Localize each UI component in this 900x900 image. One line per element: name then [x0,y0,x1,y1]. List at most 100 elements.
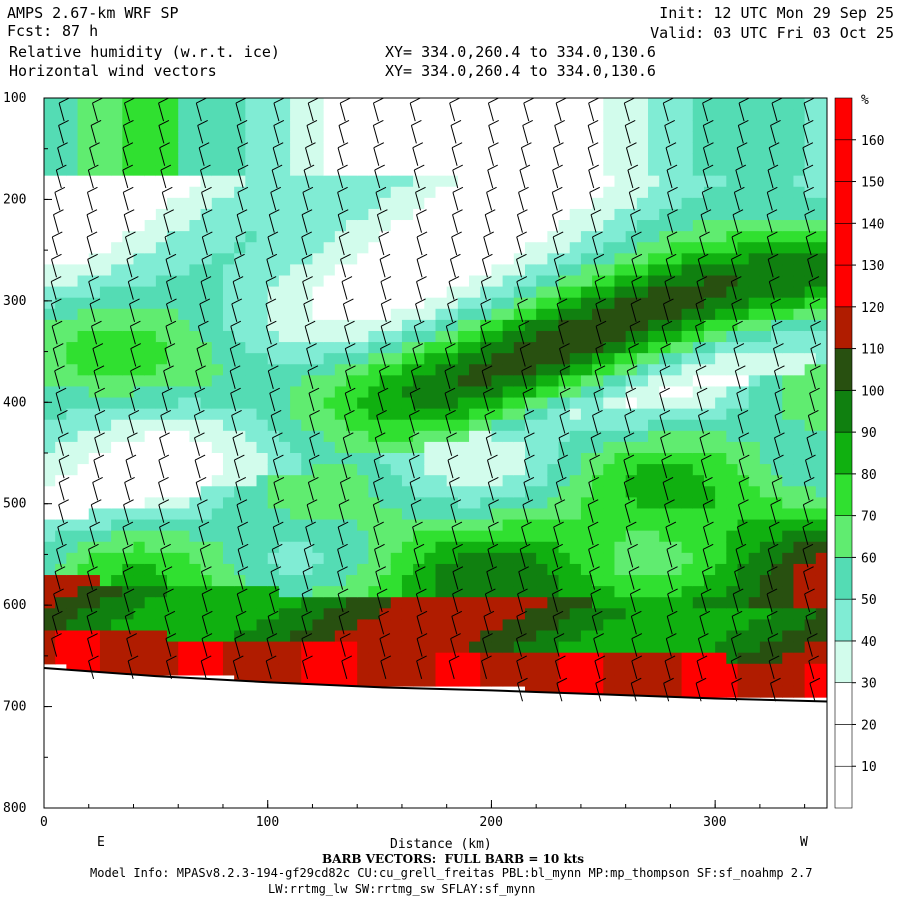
rh-cell [782,253,795,266]
wind-barb [52,214,59,233]
rh-cell [636,552,649,565]
rh-cell [502,619,515,632]
rh-cell [524,475,537,487]
rh-cell [715,253,727,266]
rh-cell [99,330,112,343]
rh-cell [692,131,705,143]
rh-cell [636,453,649,465]
rh-cell [580,330,593,343]
wind-barb-flag [774,432,785,439]
rh-cell [558,486,571,498]
rh-cell [211,486,224,498]
wind-barb [160,549,167,568]
wind-barb [194,459,201,479]
rh-cell [334,353,347,365]
rh-cell [558,497,571,510]
rh-cell [234,353,246,365]
wind-barb [552,236,559,256]
rh-cell [334,153,347,166]
wind-barb [519,549,526,568]
rh-cell [256,497,269,510]
rh-cell [111,663,123,676]
rh-cell [793,641,806,654]
rh-cell [603,208,616,221]
rh-cell [726,242,739,254]
wind-barb [481,259,488,278]
rh-cell [88,275,101,288]
rh-cell [189,186,202,199]
wind-barb-flag [231,410,242,416]
rh-cell [804,541,817,554]
rh-cell [290,253,302,266]
rh-cell [580,131,593,143]
rh-cell [457,652,470,665]
rh-cell [547,552,560,565]
rh-cell [547,608,560,621]
wind-barb [166,281,172,300]
wind-barb-flag [201,186,212,193]
wind-barb [58,125,65,144]
rh-cell [625,519,638,532]
rh-cell [592,652,604,665]
rh-cell [133,330,146,343]
rh-cell [670,685,683,698]
rh-cell [726,608,739,621]
rh-cell [737,153,750,166]
rh-cell [782,164,795,177]
rh-cell [435,397,448,410]
rh-cell [715,464,727,476]
wind-barb-flag [664,119,675,126]
wind-barb [342,303,349,323]
rh-cell [648,597,660,609]
rh-cell [692,297,705,310]
wind-barb [523,437,530,456]
rh-cell [815,419,827,432]
rh-cell [234,164,246,177]
rh-cell [144,120,157,132]
rh-cell [536,186,548,199]
rh-cell [379,597,392,609]
wind-barb [337,147,344,166]
rh-cell [122,430,135,443]
rh-cell [368,497,381,510]
rh-cell [692,186,705,199]
rh-cell [357,197,369,210]
rh-cell [536,231,548,243]
rh-cell [558,408,571,421]
wind-barb [92,348,99,367]
wind-barb [271,169,278,189]
rh-cell [536,608,548,621]
wind-barb [551,571,558,590]
rh-cell [368,575,381,587]
rh-cell [513,364,526,376]
wind-barb-flag [624,499,636,506]
rh-cell [558,586,571,598]
rh-cell [759,308,772,321]
rh-cell [681,597,694,609]
rh-cell [692,652,705,665]
rh-cell [771,541,783,554]
rh-cell [312,330,325,343]
wind-barb [272,459,279,479]
rh-cell [301,353,314,365]
rh-cell [547,430,560,443]
rh-cell [222,242,235,254]
rh-cell [592,308,604,321]
rh-cell [793,608,806,621]
wind-barb [50,303,57,323]
rh-cell [424,586,437,598]
wind-barb-flag [630,298,642,305]
rh-cell [435,153,448,166]
rh-cell [267,530,280,543]
wind-barb-flag [235,231,247,238]
rh-cell [748,386,761,399]
wind-barb-flag [89,298,101,305]
rh-cell [346,453,358,465]
rh-cell [77,408,90,421]
rh-cell [346,264,358,277]
rh-cell [200,453,213,465]
rh-cell [323,464,336,476]
rh-cell [200,297,213,310]
rh-cell [390,486,403,498]
rh-cell [670,253,683,266]
